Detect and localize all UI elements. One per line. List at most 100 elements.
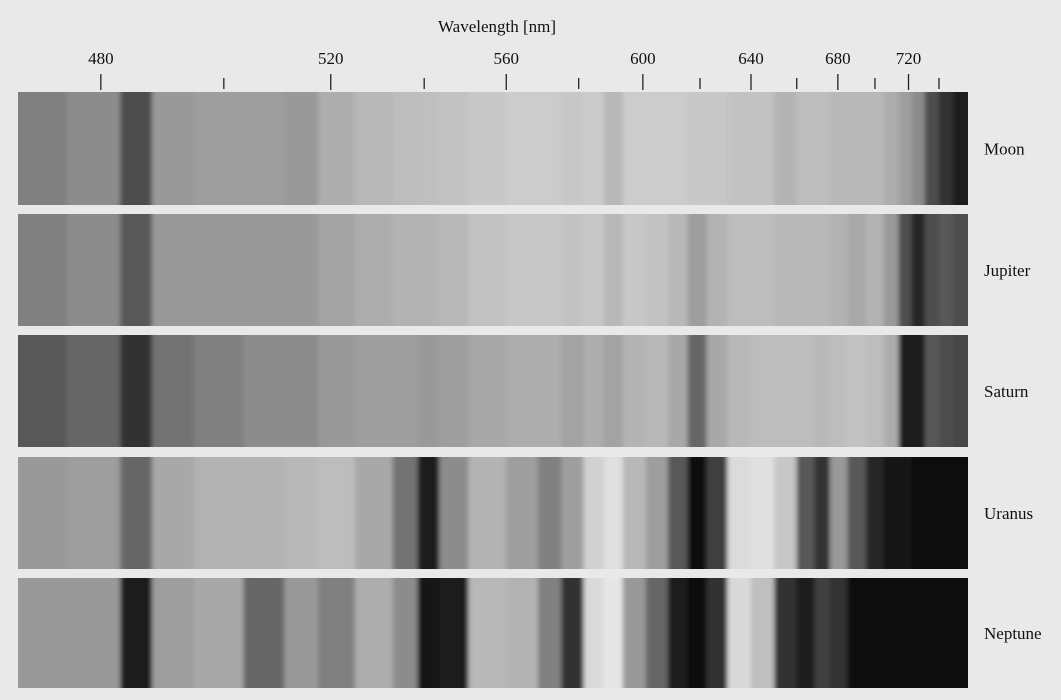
spectrum-strip bbox=[687, 578, 708, 688]
spectrum-strip bbox=[583, 457, 605, 569]
spectrum-strip bbox=[645, 214, 669, 326]
spectrum-strip bbox=[938, 578, 954, 688]
spectrum-strip bbox=[883, 578, 900, 688]
spectrum-strip bbox=[796, 578, 816, 688]
spectrum-strip bbox=[865, 335, 885, 447]
spectrum-strip bbox=[120, 214, 153, 326]
spectrum-strip bbox=[66, 92, 121, 205]
spectrum-strip bbox=[603, 457, 624, 569]
spectrum-strips bbox=[18, 92, 968, 205]
spectrum-strip bbox=[687, 335, 708, 447]
spectrum-strip bbox=[938, 92, 954, 205]
spectrum-strip bbox=[152, 214, 195, 326]
series-label: Neptune bbox=[984, 624, 1042, 643]
x-tick-label: 720 bbox=[896, 49, 922, 68]
spectrum-strip bbox=[924, 335, 940, 447]
x-tick-label: 520 bbox=[318, 49, 344, 68]
spectrum-strip bbox=[120, 92, 153, 205]
spectrum-strip bbox=[354, 92, 394, 205]
spectrum-strip bbox=[774, 457, 798, 569]
spectrum-strip bbox=[152, 457, 195, 569]
spectrum-strip bbox=[583, 214, 605, 326]
spectrum-strip bbox=[898, 457, 913, 569]
spectrum-strip bbox=[911, 214, 926, 326]
spectrum-strip bbox=[622, 214, 647, 326]
spectrum-strip bbox=[561, 214, 585, 326]
spectrum-strip bbox=[603, 578, 624, 688]
spectrum-strips bbox=[18, 457, 968, 569]
axis-title: Wavelength [nm] bbox=[438, 17, 556, 36]
spectrum-strip bbox=[898, 335, 913, 447]
spectrum-strip bbox=[439, 578, 469, 688]
spectrum-strip bbox=[865, 92, 885, 205]
spectrum-strip bbox=[924, 457, 940, 569]
spectrum-strip bbox=[468, 335, 507, 447]
series-label: Moon bbox=[984, 139, 1025, 158]
series-label: Saturn bbox=[984, 382, 1029, 401]
spectrum-strip bbox=[727, 335, 752, 447]
spectrum-strip bbox=[706, 578, 728, 688]
spectrum-strip bbox=[603, 214, 624, 326]
spectrum-strip bbox=[667, 457, 689, 569]
x-tick-label: 640 bbox=[738, 49, 764, 68]
spectrum-strip bbox=[392, 214, 419, 326]
spectrum-strip bbox=[687, 92, 708, 205]
spectrum-strip bbox=[318, 335, 356, 447]
spectrum-strip bbox=[318, 578, 356, 688]
spectrum-strip bbox=[953, 335, 968, 447]
spectrum-strip bbox=[938, 457, 954, 569]
spectrum-strip bbox=[194, 457, 244, 569]
spectrum-strip bbox=[750, 457, 775, 569]
spectrum-strip bbox=[561, 457, 585, 569]
spectrum-strip bbox=[561, 335, 585, 447]
spectrum-strip bbox=[243, 335, 285, 447]
spectrum-strip bbox=[774, 92, 798, 205]
spectrum-strip bbox=[814, 578, 831, 688]
spectrum-strip bbox=[645, 457, 669, 569]
spectrum-strip bbox=[750, 214, 775, 326]
spectrum-strip bbox=[284, 335, 319, 447]
spectrum-strip bbox=[924, 92, 940, 205]
spectrum-strip bbox=[953, 578, 968, 688]
spectrum-strip bbox=[796, 92, 816, 205]
spectrum-strip bbox=[938, 335, 954, 447]
spectrum-strip bbox=[120, 457, 153, 569]
spectrum-strip bbox=[911, 335, 926, 447]
spectrum-strip bbox=[417, 92, 440, 205]
series-label: Jupiter bbox=[984, 261, 1031, 280]
spectrum-strip bbox=[622, 457, 647, 569]
spectrum-strip bbox=[561, 578, 585, 688]
spectrum-panel bbox=[18, 457, 968, 569]
spectrum-strip bbox=[898, 92, 913, 205]
spectrum-strip bbox=[561, 92, 585, 205]
spectrum-strip bbox=[814, 457, 831, 569]
spectrum-strip bbox=[883, 335, 900, 447]
spectrum-strip bbox=[911, 92, 926, 205]
spectrum-strip bbox=[814, 92, 831, 205]
spectrum-strips bbox=[18, 335, 968, 447]
spectrum-strip bbox=[687, 214, 708, 326]
spectrum-strip bbox=[603, 335, 624, 447]
spectrum-strip bbox=[847, 335, 867, 447]
spectrum-strip bbox=[505, 92, 539, 205]
spectrum-panel bbox=[18, 214, 968, 326]
spectrum-strip bbox=[152, 578, 195, 688]
spectrum-strip bbox=[924, 578, 940, 688]
spectrum-strip bbox=[417, 335, 440, 447]
spectrum-strip bbox=[727, 92, 752, 205]
spectrum-strip bbox=[667, 335, 689, 447]
spectrum-strip bbox=[938, 214, 954, 326]
spectrum-strip bbox=[243, 457, 285, 569]
spectrum-panel bbox=[18, 578, 968, 688]
spectrum-strip bbox=[953, 457, 968, 569]
spectrum-strip bbox=[774, 214, 798, 326]
spectrum-strip bbox=[774, 335, 798, 447]
spectrum-strip bbox=[194, 92, 244, 205]
spectrum-strip bbox=[829, 335, 848, 447]
spectrum-strip bbox=[645, 335, 669, 447]
spectrum-strip bbox=[243, 92, 285, 205]
spectrum-strip bbox=[505, 214, 539, 326]
spectrum-strip bbox=[603, 92, 624, 205]
spectrum-strip bbox=[152, 335, 195, 447]
spectrum-strip bbox=[284, 578, 319, 688]
